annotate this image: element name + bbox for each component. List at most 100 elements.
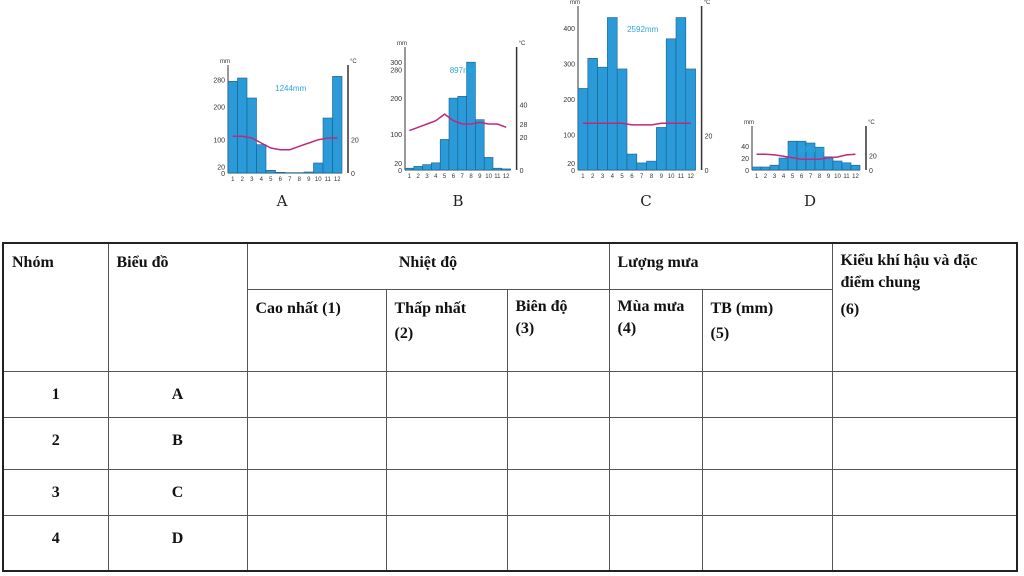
y2-tick-label: 40 — [520, 102, 528, 109]
cell-max[interactable] — [246, 468, 387, 516]
header-group: Nhóm — [2, 242, 109, 372]
precipitation-bar — [769, 164, 780, 171]
precipitation-bar — [751, 166, 762, 171]
precipitation-bar — [413, 166, 423, 171]
cell-climate[interactable] — [831, 370, 1018, 418]
header-range-num: (3) — [515, 319, 535, 337]
month-tick-label: 12 — [852, 174, 859, 180]
header-min: Thấp nhất (2) — [385, 288, 508, 372]
precipitation-bar — [265, 170, 276, 174]
climate-table: Nhóm Biểu đồ Nhiệt độ Lượng mưa Kiểu khí… — [2, 242, 1018, 572]
cell-max[interactable] — [246, 514, 387, 572]
month-tick-label: 10 — [485, 174, 492, 180]
y-tick-label: 0 — [398, 168, 402, 175]
y2-tick-label: 20 — [705, 133, 713, 140]
y2-unit-label: °C — [519, 41, 526, 47]
header-range-text: Biên độ — [515, 297, 568, 315]
cell-min[interactable] — [385, 416, 508, 470]
cell-max[interactable] — [246, 416, 387, 470]
cell-range[interactable] — [506, 514, 610, 572]
cell-climate[interactable] — [831, 416, 1018, 470]
cell-min[interactable] — [385, 514, 508, 572]
precipitation-bar — [246, 97, 257, 174]
table-row: 3 C — [2, 468, 1018, 516]
cell-range[interactable] — [506, 468, 610, 516]
cell-max[interactable] — [246, 370, 387, 418]
y2-tick-label: 0 — [520, 168, 524, 175]
temperature-line — [409, 113, 507, 132]
month-tick-label: 4 — [611, 174, 615, 180]
cell-climate[interactable] — [831, 468, 1018, 516]
precipitation-bar — [404, 167, 415, 171]
table-row: 1 A — [2, 370, 1018, 418]
month-tick-label: 1 — [755, 174, 759, 180]
precipitation-bar — [303, 171, 314, 174]
month-tick-label: 11 — [494, 174, 501, 180]
header-avg: TB (mm) (5) — [701, 288, 833, 372]
cell-season[interactable] — [608, 468, 703, 516]
header-chart: Biểu đồ — [107, 242, 248, 372]
cell-range[interactable] — [506, 370, 610, 418]
cell-min[interactable] — [385, 468, 508, 516]
month-tick-label: 6 — [630, 174, 634, 180]
month-tick-label: 8 — [818, 174, 822, 180]
month-tick-label: 9 — [478, 174, 482, 180]
row-chart: B — [107, 416, 248, 470]
month-tick-label: 8 — [298, 177, 302, 183]
row-chart: D — [107, 514, 248, 572]
month-tick-label: 9 — [660, 174, 664, 180]
cell-avg[interactable] — [701, 514, 833, 572]
chart-a-caption: A — [276, 192, 288, 210]
chart-b: 0 20 100 200 280 300 0 20 28 40 mm °C 1 2 3 4 5 6 7 8 9 10 11 1… — [375, 40, 545, 180]
month-tick-label: 3 — [601, 174, 605, 180]
header-climate-num: (6) — [840, 301, 860, 319]
cell-climate[interactable] — [831, 514, 1018, 572]
y-tick-label: 280 — [390, 67, 402, 74]
y-tick-label: 100 — [390, 132, 402, 139]
y-unit-label: mm — [744, 120, 754, 126]
table-row: 4 D — [2, 514, 1018, 572]
precipitation-bar — [832, 160, 843, 171]
month-tick-label: 11 — [325, 177, 332, 183]
month-tick-label: 6 — [800, 174, 804, 180]
precipitation-bar — [466, 61, 476, 171]
month-tick-label: 7 — [288, 177, 292, 183]
y2-tick-label: 0 — [869, 168, 873, 175]
cell-season[interactable] — [608, 514, 703, 572]
month-tick-label: 8 — [469, 174, 473, 180]
cell-min[interactable] — [385, 370, 508, 418]
cell-avg[interactable] — [701, 370, 833, 418]
precipitation-bar — [587, 58, 598, 171]
month-tick-label: 1 — [581, 174, 585, 180]
row-chart: C — [107, 468, 248, 516]
precipitation-bar — [431, 162, 441, 171]
header-min-num: (2) — [394, 325, 414, 343]
month-tick-label: 9 — [827, 174, 831, 180]
chart-b-caption: B — [452, 192, 464, 210]
month-tick-label: 4 — [782, 174, 786, 180]
cell-avg[interactable] — [701, 468, 833, 516]
month-tick-label: 4 — [434, 174, 438, 180]
month-tick-label: 5 — [620, 174, 624, 180]
cell-season[interactable] — [608, 416, 703, 470]
month-tick-label: 11 — [843, 174, 850, 180]
month-tick-label: 2 — [417, 174, 421, 180]
precipitation-bar — [665, 38, 677, 171]
precipitation-bar — [616, 68, 628, 171]
month-tick-label: 5 — [269, 177, 273, 183]
row-group: 2 — [2, 416, 109, 470]
cell-season[interactable] — [608, 370, 703, 418]
y-unit-label: mm — [570, 0, 580, 6]
precipitation-bar — [501, 168, 511, 171]
y2-unit-label: °C — [704, 0, 711, 6]
cell-range[interactable] — [506, 416, 610, 470]
header-season: Mùa mưa (4) — [608, 288, 703, 372]
month-tick-label: 12 — [334, 177, 341, 183]
cell-avg[interactable] — [701, 416, 833, 470]
month-tick-label: 12 — [687, 174, 694, 180]
y-tick-label: 0 — [221, 171, 225, 178]
temperature-line — [232, 135, 338, 151]
month-tick-label: 9 — [307, 177, 311, 183]
precipitation-bar — [439, 139, 450, 171]
